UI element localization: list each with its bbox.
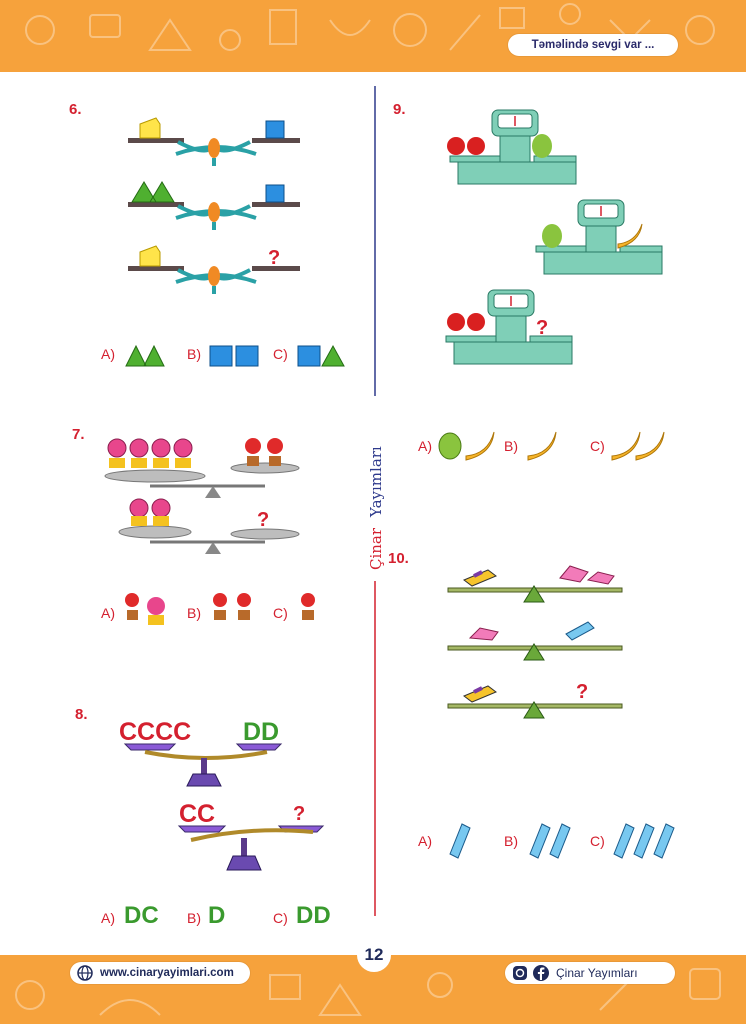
- social-text: Çinar Yayımları: [556, 966, 638, 980]
- divider-publisher-logo: Çinar Yayımları: [367, 446, 385, 570]
- q8-scale-1-left: CCCC: [119, 718, 191, 746]
- social-link[interactable]: Çinar Yayımları: [505, 962, 675, 984]
- website-link[interactable]: www.cinaryayimlari.com: [70, 962, 250, 984]
- q6-option-c-label[interactable]: C): [273, 346, 288, 362]
- q7-scale-1: [104, 438, 300, 498]
- q10-option-b-candies[interactable]: [524, 814, 576, 859]
- q6-option-c-mixed[interactable]: [296, 340, 348, 368]
- q7-option-c-label[interactable]: C): [273, 605, 288, 621]
- q6-scale-3: ?: [126, 245, 302, 296]
- q9-scale-3: ?: [445, 289, 573, 365]
- q8-option-a-text: DC: [124, 902, 159, 929]
- instagram-icon[interactable]: [511, 964, 529, 982]
- q9-scale-2: [535, 199, 663, 275]
- q7-option-b-flowers[interactable]: [208, 590, 260, 630]
- center-divider: [374, 86, 376, 916]
- globe-icon: [77, 965, 93, 981]
- q7-option-a-label[interactable]: A): [101, 605, 115, 621]
- question-10-number: 10.: [388, 550, 409, 567]
- q10-seesaw-2: [447, 621, 623, 661]
- q8-option-b-answer[interactable]: D: [208, 902, 226, 929]
- q8-option-a-label[interactable]: A): [101, 910, 115, 926]
- q8-scale-2: CC ?: [177, 800, 325, 871]
- q8-option-b-label[interactable]: B): [187, 910, 201, 926]
- q9-scales: ?: [445, 109, 663, 365]
- slogan: Təməlində sevgi var ...: [508, 34, 678, 56]
- q7-option-c-flower[interactable]: [294, 590, 324, 630]
- doodle-pattern-bottom: [15, 968, 721, 1016]
- svg-text:Çinar Yayımları: Çinar Yayımları: [367, 446, 385, 570]
- q9-option-b-label[interactable]: B): [504, 438, 518, 454]
- q8-scale-2-left: CC: [179, 800, 215, 828]
- q10-option-a-candy[interactable]: [440, 814, 474, 859]
- publisher-second-word: Yayımları: [367, 446, 385, 518]
- q6-scale-2: [126, 181, 302, 232]
- q10-option-c-label[interactable]: C): [590, 833, 605, 849]
- q9-option-b-banana[interactable]: [524, 426, 560, 462]
- page-number: 12: [357, 938, 391, 972]
- q9-option-a-label[interactable]: A): [418, 438, 432, 454]
- question-7-number: 7.: [72, 426, 85, 443]
- q9-option-c-label[interactable]: C): [590, 438, 605, 454]
- q10-option-b-label[interactable]: B): [504, 833, 518, 849]
- q6-option-a-label[interactable]: A): [101, 346, 115, 362]
- q10-option-c-candies[interactable]: [608, 814, 684, 859]
- q6-option-b-cubes[interactable]: [208, 340, 262, 368]
- q6-balance-scales: ?: [126, 117, 302, 296]
- q8-scale-1: CCCC DD: [119, 718, 283, 787]
- q8-balance-scales: CCCC DD CC ?: [119, 718, 325, 871]
- q10-seesaw-3: ?: [447, 681, 623, 719]
- website-text: www.cinaryayimlari.com: [100, 967, 234, 979]
- q6-question-mark: ?: [268, 247, 280, 269]
- publisher-first-word: Çinar: [367, 527, 385, 570]
- q7-scale-2: ?: [118, 498, 300, 554]
- question-9-number: 9.: [393, 101, 406, 118]
- q8-option-a-answer[interactable]: DC: [124, 902, 159, 930]
- question-6-number: 6.: [69, 101, 82, 118]
- question-8-number: 8.: [75, 706, 88, 723]
- q9-option-a-fruits[interactable]: [436, 426, 496, 462]
- doodle-pattern: [25, 3, 715, 51]
- q10-question-mark: ?: [576, 681, 588, 703]
- q10-seesaw-1: [447, 565, 623, 603]
- q7-balance-scales: ?: [104, 438, 300, 554]
- q6-option-a-triangles[interactable]: [124, 340, 168, 368]
- q7-question-mark: ?: [257, 509, 269, 531]
- q10-option-a-label[interactable]: A): [418, 833, 432, 849]
- q6-option-b-label[interactable]: B): [187, 346, 201, 362]
- q9-scale-1: [447, 109, 577, 185]
- facebook-icon[interactable]: [532, 964, 550, 982]
- q8-option-c-label[interactable]: C): [273, 910, 288, 926]
- q10-seesaws: ?: [447, 565, 623, 719]
- q6-scale-1: [126, 117, 302, 168]
- q9-question-mark: ?: [536, 317, 548, 339]
- q9-option-c-bananas[interactable]: [608, 426, 670, 462]
- q8-scale-1-right: DD: [243, 718, 279, 746]
- q8-option-c-answer[interactable]: DD: [296, 902, 331, 929]
- q7-option-b-label[interactable]: B): [187, 605, 201, 621]
- q7-option-a-flowers[interactable]: [122, 590, 172, 630]
- q8-question-mark: ?: [293, 803, 305, 825]
